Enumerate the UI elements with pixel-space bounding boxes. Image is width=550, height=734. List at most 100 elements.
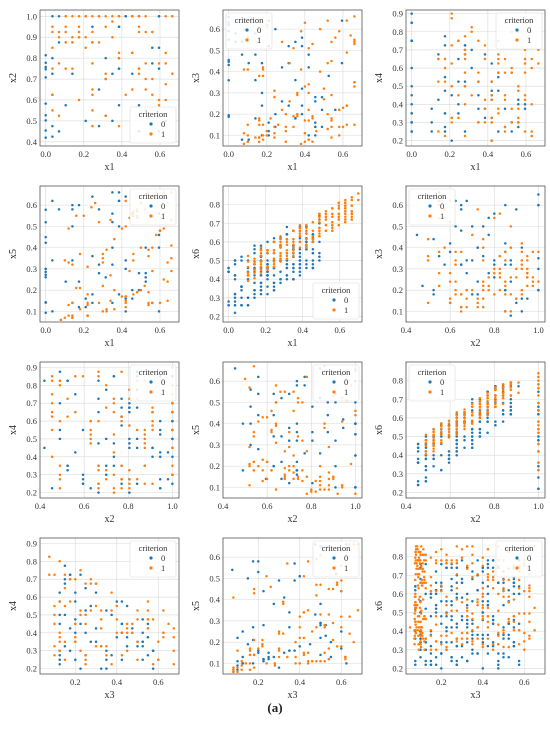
data-point [311,42,314,46]
data-point [91,301,94,305]
data-point [478,408,482,411]
data-point [259,292,263,296]
data-point [481,637,485,640]
data-point [414,573,417,576]
data-point [491,641,495,644]
x-tick-label: 0.6 [521,149,532,159]
data-point [131,627,134,630]
data-point [486,397,489,400]
data-point [455,609,459,612]
legend-label-1: 1 [344,563,348,573]
data-point [408,626,412,629]
data-point [486,614,490,618]
data-point [298,229,302,232]
data-point [91,62,94,65]
data-point [298,223,302,227]
legend-marker-1 [245,38,249,42]
data-point [64,41,67,44]
data-point [416,628,420,632]
data-point [443,112,447,115]
data-point [450,116,453,120]
data-point [507,617,510,621]
data-point [327,74,330,78]
data-point [324,218,328,221]
x-tick-label: 0.6 [445,501,456,511]
data-point [110,653,113,657]
data-point [44,241,47,244]
data-point [344,201,347,205]
data-point [139,246,143,249]
data-point [443,75,447,79]
y-tick-label: 0.4 [209,67,220,77]
data-point [497,634,500,638]
data-point [517,107,520,111]
data-point [164,15,167,18]
data-point [143,284,146,288]
data-point [478,431,482,435]
data-point [151,30,154,34]
data-point [450,16,453,20]
data-point [491,575,495,579]
data-point [44,129,47,132]
data-point [424,441,428,445]
data-point [51,124,54,128]
data-point [418,561,422,565]
data-point [120,424,123,427]
data-point [79,622,82,626]
x-axis-label: x2 [105,514,115,525]
data-point [67,314,70,317]
data-point [91,254,94,258]
legend-marker-0 [149,556,153,560]
data-point [311,140,314,144]
data-point [252,653,256,657]
data-point [424,438,428,442]
legend-marker-1 [149,390,153,394]
data-point [94,604,98,608]
data-point [434,592,438,596]
data-point [279,243,282,246]
data-point [136,658,139,661]
data-point [101,284,105,288]
legend-marker-1 [149,566,153,570]
data-point [227,63,230,67]
data-point [302,636,306,640]
data-point [440,589,443,593]
data-point [110,613,113,617]
data-point [326,413,330,417]
data-point [470,405,474,408]
data-point [253,292,256,296]
data-point [84,15,87,18]
data-point [109,273,112,277]
data-point [105,653,108,657]
data-point [432,288,435,292]
data-point [257,140,261,144]
data-point [340,484,344,487]
data-point [450,84,453,88]
data-point [303,384,306,387]
data-point [429,634,433,638]
data-point [287,481,291,485]
data-point [97,15,101,18]
data-point [344,209,347,213]
data-point [440,430,443,434]
data-point [53,622,56,626]
legend-marker-1 [515,566,519,570]
y-tick-label: 0.5 [209,573,220,583]
data-point [483,116,487,120]
data-point [227,266,230,270]
data-point [447,433,451,436]
data-point [483,53,487,56]
data-point [470,409,474,412]
data-point [296,115,299,118]
y-tick-label: 0.2 [392,136,403,146]
data-point [97,271,101,275]
data-point [81,482,85,485]
data-point [455,411,458,414]
data-point [459,305,463,309]
data-point [515,301,518,305]
data-point [311,251,315,255]
data-point [285,257,289,260]
data-point [323,488,326,491]
data-point [445,629,448,633]
